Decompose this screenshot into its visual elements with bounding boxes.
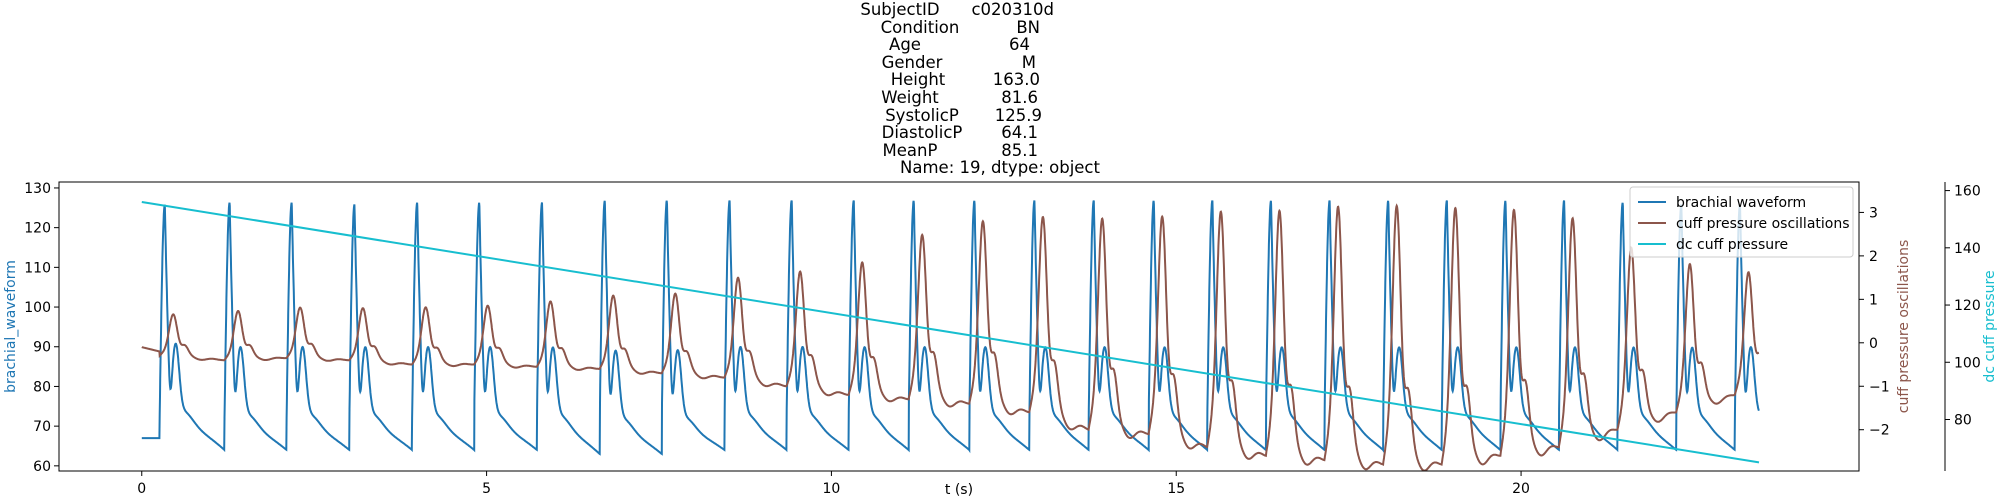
- series-line-brachial-waveform: [141, 200, 1760, 456]
- title-row-key: Gender: [881, 52, 943, 72]
- title-row-value: c020310d: [971, 0, 1054, 19]
- y-right2-tick-label: 140: [1954, 241, 1981, 257]
- title-row-key: SystolicP: [885, 105, 959, 125]
- y-right2-tick-label: 160: [1954, 184, 1981, 200]
- y-left-tick-label: 90: [33, 340, 51, 356]
- y-right1-tick-label: 1: [1869, 292, 1878, 308]
- title-row-key: MeanP: [882, 140, 938, 160]
- y-left-tick-label: 80: [33, 379, 51, 395]
- legend: [1629, 186, 1854, 258]
- y-right2-axis-label: dc cuff pressure: [1982, 270, 1998, 382]
- legend-label: cuff pressure oscillations: [1676, 216, 1850, 232]
- x-tick-label: 0: [137, 481, 146, 497]
- x-tick-label: 10: [822, 481, 840, 497]
- y-right2-tick-label: 80: [1954, 412, 1972, 428]
- y-left-axis-label: brachial_waveform: [3, 260, 19, 393]
- y-left-tick-label: 110: [24, 260, 51, 276]
- y-right1-axis-label: cuff pressure oscillations: [1896, 240, 1912, 414]
- plot-area: [59, 182, 1859, 471]
- title-row-key: Height: [890, 70, 946, 90]
- title-row-value: 163.0: [992, 70, 1040, 90]
- series-line-dc-cuff-pressure: [141, 201, 1760, 464]
- y-left-tick-label: 100: [24, 300, 51, 316]
- title-footer: Name: 19, dtype: object: [900, 158, 1100, 178]
- y-right2-tick-label: 120: [1954, 298, 1981, 314]
- title-row-value: M: [1021, 52, 1036, 72]
- title-row-key: Age: [889, 35, 921, 55]
- title-row-key: Weight: [881, 88, 939, 107]
- title-row-key: SubjectID: [860, 0, 940, 19]
- title-row-value: 125.9: [994, 105, 1042, 125]
- y-right1-tick-label: 3: [1869, 205, 1878, 221]
- title-row-value: BN: [1016, 17, 1040, 37]
- y-right2-tick-label: 100: [1954, 355, 1981, 371]
- y-right1-tick-label: 0: [1869, 336, 1878, 352]
- y-left-tick-label: 120: [24, 221, 51, 237]
- title-row-value: 85.1: [1001, 140, 1038, 160]
- x-tick-label: 20: [1512, 481, 1530, 497]
- x-tick-label: 5: [482, 481, 491, 497]
- x-tick-label: 15: [1167, 481, 1185, 497]
- title-row-value: 81.6: [1001, 88, 1038, 107]
- title-row-value: 64.1: [1001, 123, 1038, 143]
- series-line-cuff-pressure-oscillations: [141, 203, 1760, 471]
- y-right1-tick-label: 2: [1869, 249, 1878, 265]
- plot-frame: [58, 181, 1860, 472]
- y-right1-tick-label: −2: [1869, 423, 1890, 439]
- legend-label: dc cuff pressure: [1676, 237, 1788, 253]
- y-right1-tick-label: −1: [1869, 379, 1890, 395]
- title-row-key: DiastolicP: [881, 123, 963, 143]
- title-row-value: 64: [1009, 35, 1030, 55]
- y-left-tick-label: 130: [24, 181, 51, 197]
- y-left-tick-label: 70: [33, 419, 51, 435]
- title-row-key: Condition: [880, 17, 960, 37]
- legend-label: brachial waveform: [1676, 195, 1806, 211]
- x-axis-label: t (s): [945, 482, 973, 498]
- y-left-tick-label: 60: [33, 459, 51, 475]
